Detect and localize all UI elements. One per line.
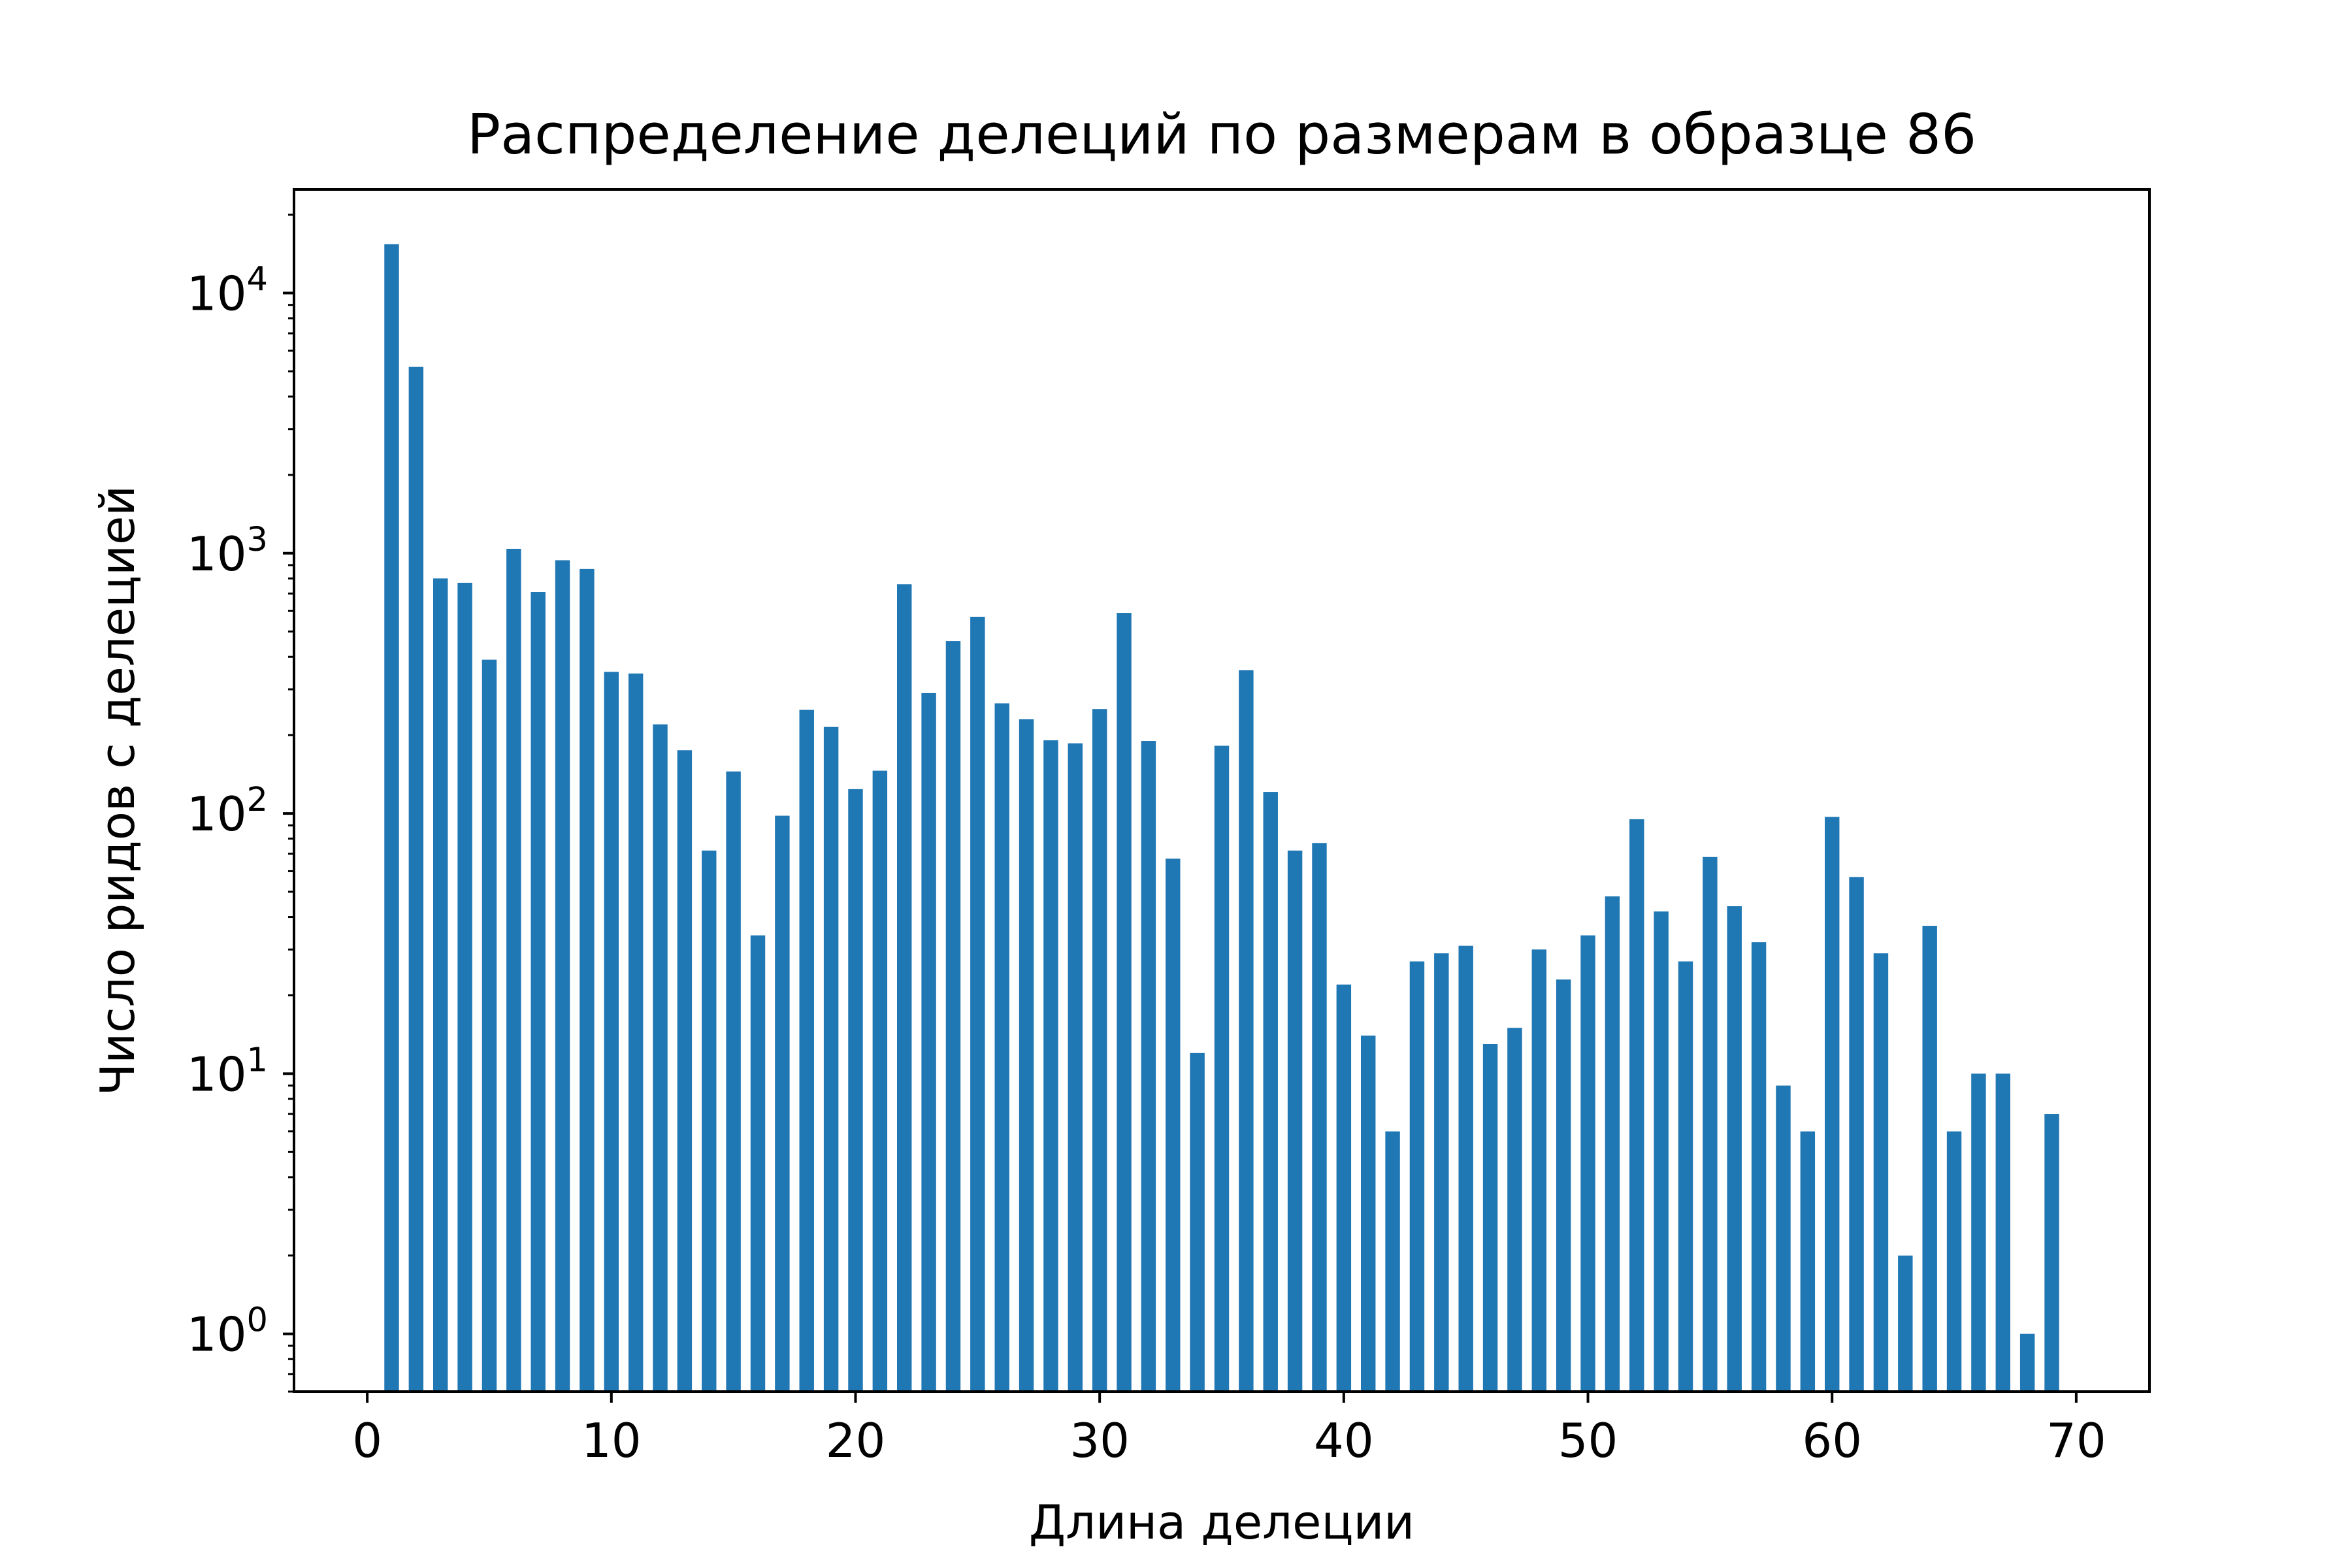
- bar: [1068, 743, 1083, 1392]
- x-axis: 0 10 20 30 40 50 60 70: [352, 1392, 2106, 1468]
- plot-frame: [293, 188, 2151, 1393]
- bar: [750, 935, 766, 1392]
- bar: [1800, 1131, 1816, 1392]
- bar: [1117, 613, 1132, 1392]
- bar: [457, 582, 472, 1392]
- bar: [1385, 1131, 1400, 1392]
- bar: [1849, 877, 1864, 1392]
- bar: [897, 584, 912, 1392]
- bar: [1531, 949, 1546, 1392]
- bar: [1287, 850, 1303, 1392]
- bar: [1141, 741, 1156, 1392]
- bar: [1971, 1073, 1986, 1392]
- y-axis-label: Число ридов с делецией: [90, 485, 145, 1096]
- bar: [1190, 1053, 1205, 1392]
- bar: [1507, 1028, 1522, 1392]
- bar: [506, 548, 521, 1392]
- bar: [555, 560, 570, 1392]
- bar: [2044, 1114, 2059, 1392]
- bar: [1629, 819, 1644, 1392]
- bar: [628, 673, 644, 1392]
- x-tick-label: 30: [1070, 1413, 1130, 1468]
- bar: [1434, 953, 1449, 1392]
- bar: [1654, 911, 1669, 1392]
- bar: [1092, 709, 1107, 1392]
- bar: [994, 703, 1009, 1392]
- bar: [799, 710, 814, 1392]
- y-tick-label: 101: [187, 1041, 268, 1102]
- y-axis: 100 101 102 103 104: [187, 214, 294, 1393]
- x-tick-label: 70: [2046, 1413, 2106, 1468]
- bar: [1482, 1043, 1498, 1392]
- bar: [580, 568, 595, 1392]
- x-tick-label: 50: [1558, 1413, 1618, 1468]
- bar: [1922, 926, 1937, 1392]
- bar: [1336, 984, 1352, 1392]
- bar: [823, 727, 839, 1392]
- bar: [1678, 961, 1693, 1392]
- bar: [433, 578, 448, 1392]
- bar: [408, 367, 424, 1392]
- x-axis-label: Длина делеции: [1029, 1495, 1414, 1550]
- y-tick-label: 100: [187, 1301, 268, 1362]
- bar: [1776, 1085, 1791, 1392]
- bar: [1239, 670, 1254, 1392]
- y-tick-label: 103: [187, 521, 268, 581]
- bar: [1263, 792, 1278, 1392]
- bar: [1703, 857, 1718, 1392]
- x-tick-label: 20: [826, 1413, 886, 1468]
- bar: [677, 750, 693, 1392]
- bar: [1873, 953, 1889, 1392]
- bar: [1166, 858, 1181, 1392]
- bar: [726, 771, 741, 1392]
- bar: [2019, 1333, 2035, 1392]
- bar: [702, 850, 717, 1392]
- bar: [1361, 1036, 1376, 1392]
- bar: [1946, 1131, 1962, 1392]
- bar: [1727, 906, 1742, 1392]
- y-tick-label: 104: [187, 260, 268, 321]
- x-tick-label: 60: [1802, 1413, 1862, 1468]
- bar: [604, 672, 619, 1392]
- bar: [1312, 843, 1327, 1392]
- bar: [945, 641, 961, 1392]
- bar: [921, 693, 936, 1392]
- bar: [872, 770, 888, 1392]
- bar: [482, 659, 497, 1392]
- bar: [970, 617, 985, 1392]
- bar: [1043, 740, 1058, 1392]
- bar: [775, 815, 790, 1392]
- x-tick-label: 40: [1314, 1413, 1374, 1468]
- bar: [1458, 945, 1473, 1392]
- bar: [653, 724, 668, 1392]
- bar: [1995, 1073, 2010, 1392]
- bar: [531, 592, 546, 1392]
- bar: [1580, 935, 1595, 1392]
- bar: [848, 789, 863, 1392]
- bar: [1751, 942, 1767, 1392]
- bar: [1019, 719, 1034, 1392]
- bars-group: [384, 244, 2059, 1392]
- bar: [384, 244, 399, 1392]
- x-tick-label: 0: [352, 1413, 382, 1468]
- bar: [1214, 745, 1230, 1392]
- chart-title: Распределение делеций по размерам в обра…: [467, 103, 1976, 167]
- bar: [1556, 979, 1571, 1392]
- bar: [1898, 1255, 1913, 1392]
- bar: [1825, 817, 1840, 1392]
- bar: [1409, 961, 1425, 1392]
- x-tick-label: 10: [581, 1413, 642, 1468]
- y-tick-label: 102: [187, 781, 268, 841]
- bar: [1605, 896, 1620, 1392]
